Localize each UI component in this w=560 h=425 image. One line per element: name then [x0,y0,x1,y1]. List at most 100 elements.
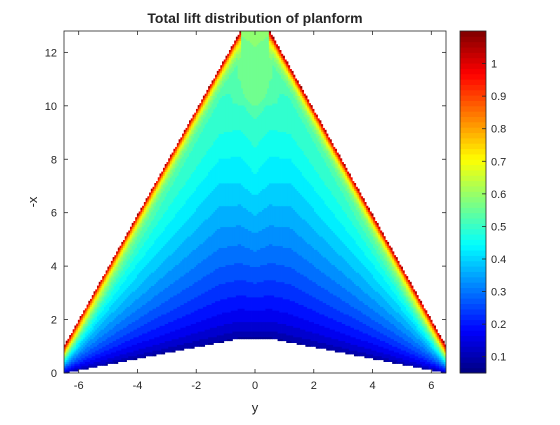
contour-cell [216,228,219,250]
contour-cell [353,344,357,351]
contour-cell [199,183,202,205]
contour-cell [303,116,306,125]
contour-cell [129,314,133,324]
contour-cell [312,110,315,114]
contour-cell [150,188,153,191]
contour-cell [138,217,141,220]
contour-cell [319,253,322,271]
contour-cell [241,184,244,207]
contour-cell [156,268,159,283]
contour-cell [432,344,435,349]
contour-cell [381,346,384,353]
contour-cell [79,363,82,368]
contour-cell [173,160,176,163]
contour-cell [340,222,343,241]
contour-cell [197,120,200,125]
contour-cell [91,295,94,298]
contour-cell [385,310,388,321]
contour-cell [157,181,160,184]
contour-cell [91,319,94,324]
contour-cell [355,272,358,286]
contour-cell [197,105,200,108]
contour-cell [413,357,416,362]
contour-cell [161,291,164,304]
contour-cell [312,116,315,119]
contour-cell [110,312,114,323]
contour-cell [430,335,433,338]
contour-cell [76,348,79,351]
contour-cell [136,308,140,321]
contour-cell [383,238,386,241]
contour-cell [319,270,322,286]
contour-cell [366,257,369,269]
contour-cell [248,211,251,231]
contour-cell [282,57,285,60]
contour-cell [93,355,96,361]
contour-cell [258,114,261,142]
contour-cell [307,344,310,347]
contour-cell [310,127,313,138]
contour-cell [88,361,91,364]
contour-cell [310,124,313,129]
contour-cell [418,365,421,368]
contour-cell [121,329,124,338]
contour-cell [86,335,89,340]
contour-cell [112,312,115,321]
contour-cell [149,234,152,248]
contour-cell [222,205,225,228]
contour-cell [287,340,291,343]
contour-cell [296,287,299,304]
contour-cell [195,120,199,123]
contour-cell [388,285,391,296]
contour-cell [133,279,136,292]
contour-cell [419,363,423,366]
contour-cell [102,359,105,364]
contour-cell [310,321,313,332]
contour-cell [307,222,310,245]
contour-cell [105,338,108,345]
contour-cell [76,329,79,332]
contour-cell [274,331,277,340]
contour-cell [315,122,318,125]
contour-cell [143,215,147,218]
contour-cell [369,215,372,218]
contour-cell [67,367,70,370]
contour-cell [218,86,221,93]
contour-cell [352,186,355,190]
contour-cell [70,335,74,338]
contour-cell [164,186,167,197]
contour-cell [242,186,245,209]
contour-cell [159,177,162,180]
contour-cell [308,162,311,184]
contour-cell [215,89,218,93]
contour-cell [251,44,254,106]
contour-cell [173,217,176,235]
contour-cell [383,335,386,342]
contour-cell [380,259,383,267]
contour-cell [381,245,384,248]
contour-cell [333,279,336,296]
contour-cell [232,70,235,104]
contour-cell [341,164,344,167]
contour-cell [404,327,407,334]
contour-cell [338,340,341,347]
contour-cell [393,317,397,326]
contour-cell [249,192,252,212]
contour-cell [298,192,301,216]
contour-cell [270,321,273,332]
contour-cell [142,217,145,220]
contour-cell [279,74,282,95]
contour-cell [411,338,414,345]
contour-cell [432,357,435,362]
contour-cell [235,44,239,47]
contour-cell [380,346,383,353]
contour-cell [324,129,327,133]
contour-cell [362,240,365,252]
contour-cell [324,145,327,150]
contour-cell [220,158,223,184]
contour-cell [272,65,275,104]
contour-cell [268,105,272,131]
contour-cell [322,131,325,134]
contour-cell [350,192,353,195]
contour-cell [162,314,166,326]
